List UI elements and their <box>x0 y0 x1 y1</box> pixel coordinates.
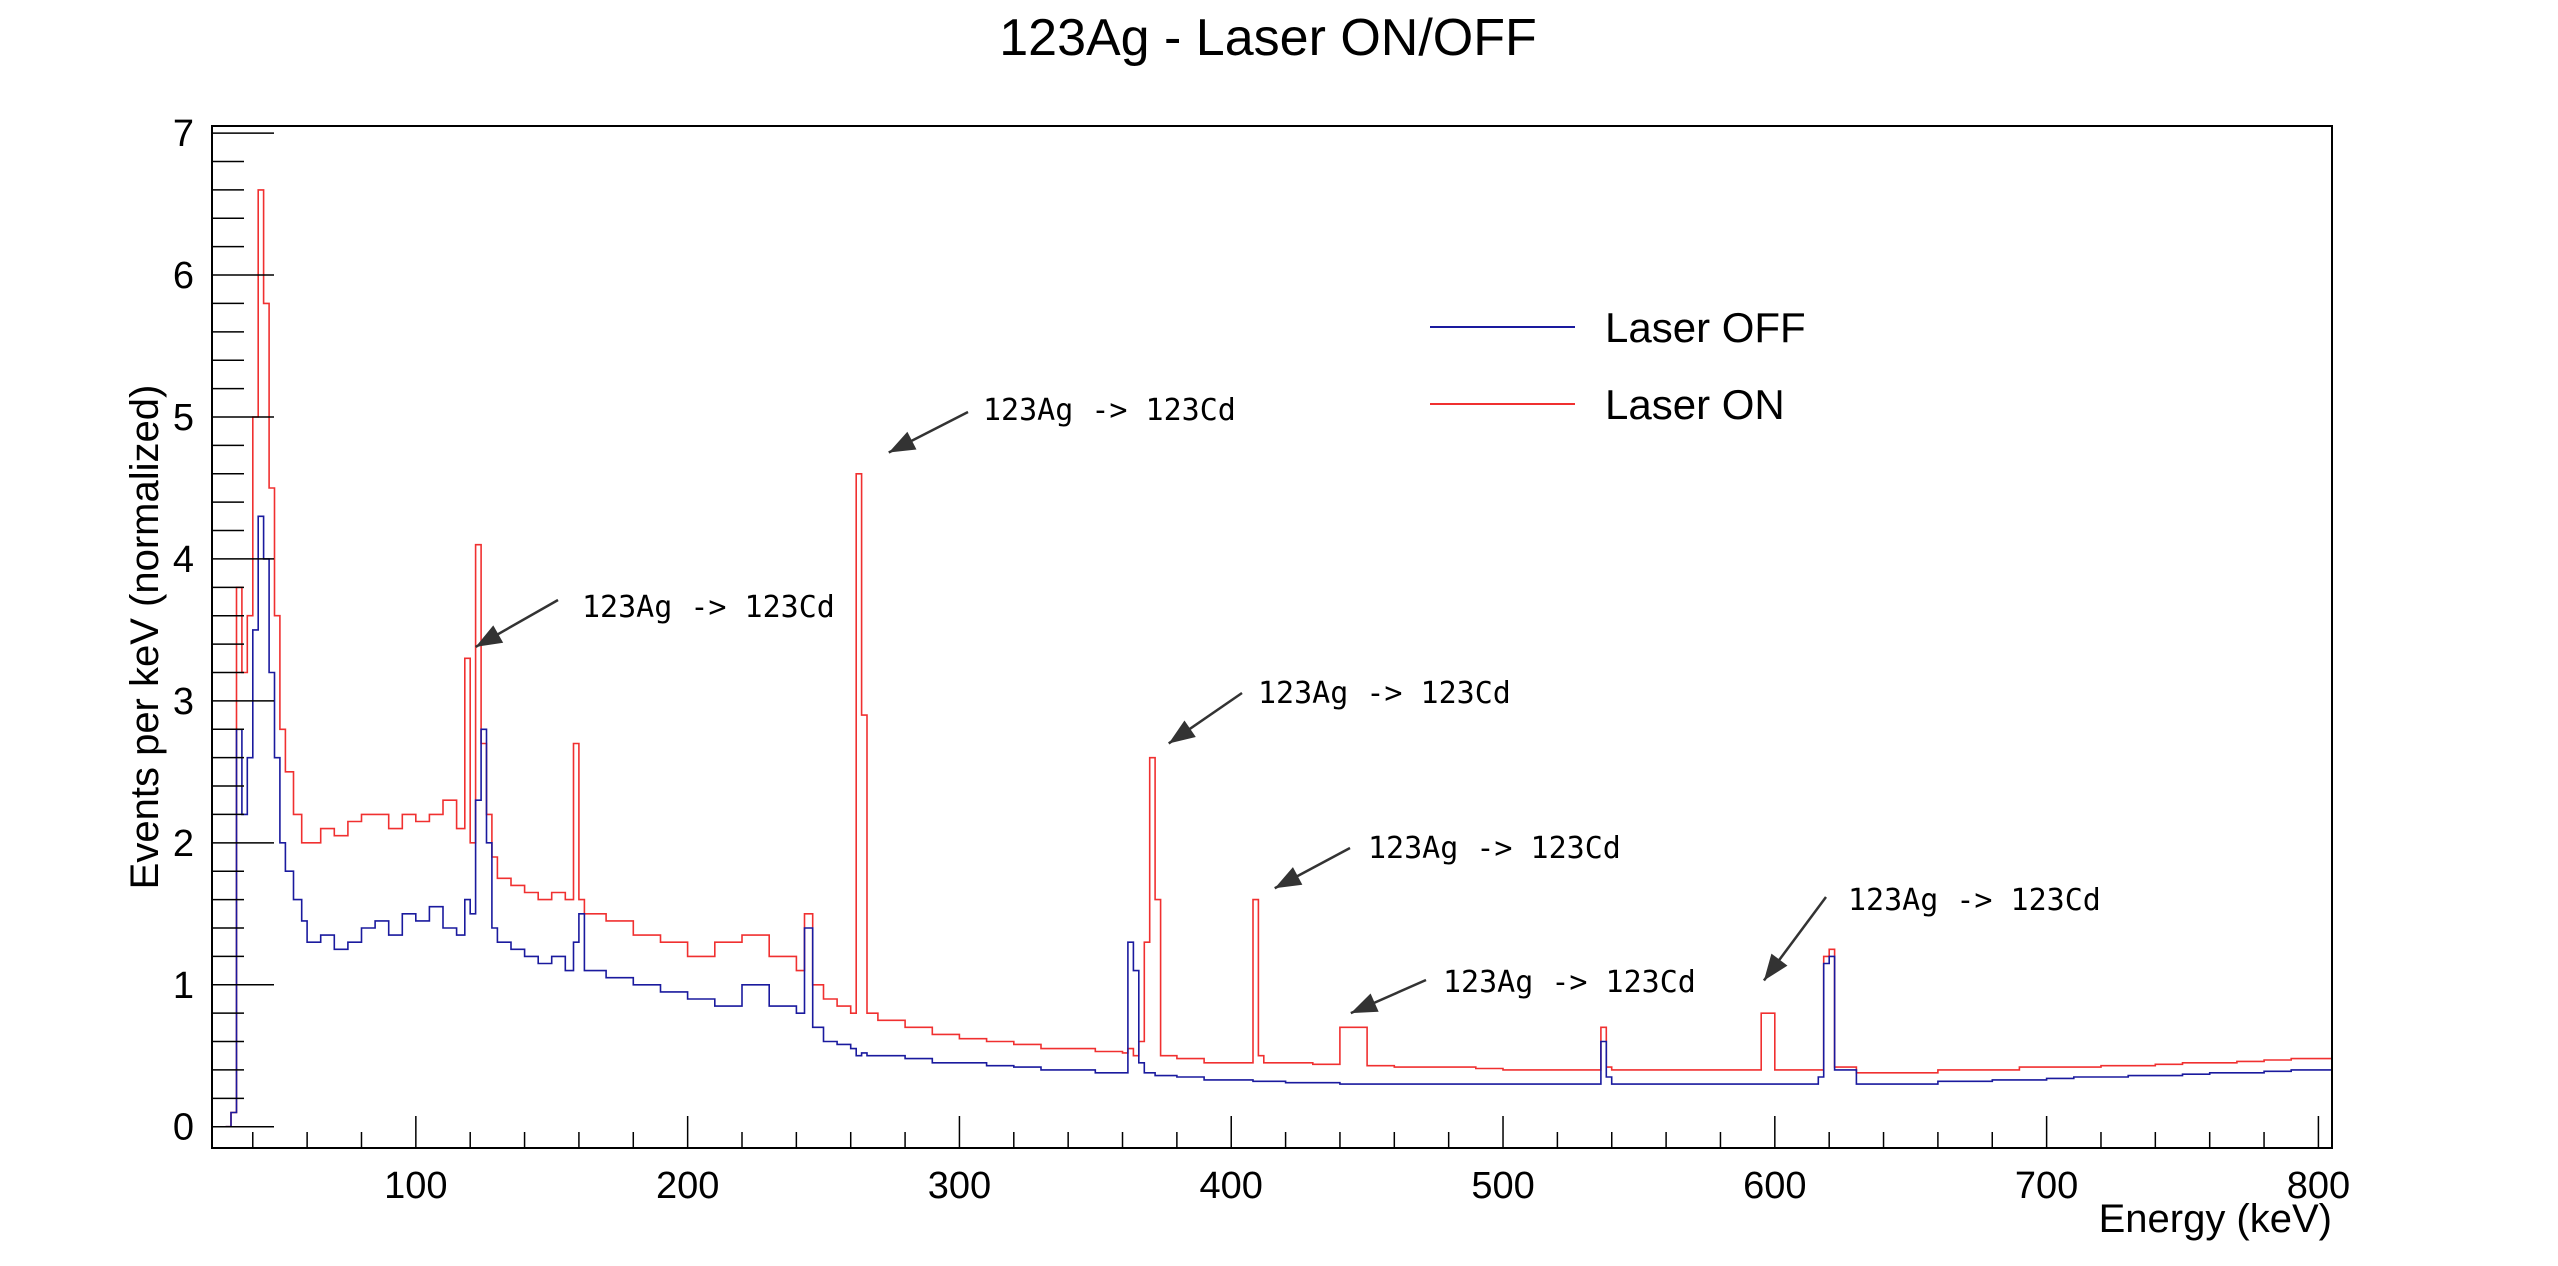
x-tick-label: 700 <box>2015 1165 2078 1207</box>
y-tick-label: 4 <box>173 539 194 581</box>
annotation-label: 123Ag -> 123Cd <box>582 590 835 625</box>
legend: Laser OFF Laser ON <box>1430 304 1806 428</box>
legend-label-laser-off: Laser OFF <box>1605 304 1806 351</box>
x-tick-label: 400 <box>1200 1165 1263 1207</box>
chart-title: 123Ag - Laser ON/OFF <box>999 9 1537 67</box>
series-laser-off-line <box>225 515 2332 1128</box>
ticks-layer <box>212 132 2320 1148</box>
y-tick-label: 5 <box>173 397 194 439</box>
x-tick-label: 300 <box>928 1165 991 1207</box>
annotation-label: 123Ag -> 123Cd <box>1258 676 1511 711</box>
annotation-arrow-head <box>475 625 504 647</box>
x-tick-labels: 100 200 300 400 500 600 700 800 <box>384 1165 2350 1207</box>
x-tick-label: 100 <box>384 1165 447 1207</box>
y-tick-label: 3 <box>173 681 194 723</box>
y-axis-label: Events per keV (normalized) <box>123 385 167 890</box>
legend-label-laser-on: Laser ON <box>1605 381 1785 428</box>
series-layer <box>225 189 2332 1128</box>
y-tick-label: 7 <box>173 113 194 155</box>
annotation-label: 123Ag -> 123Cd <box>1368 831 1621 866</box>
annotation-arrow-head <box>1168 720 1196 744</box>
x-axis-label: Energy (keV) <box>2099 1197 2332 1241</box>
series-laser-on-line <box>225 189 2332 1128</box>
annotation-label: 123Ag -> 123Cd <box>1443 965 1696 1000</box>
annotation-label: 123Ag -> 123Cd <box>1848 883 2101 918</box>
y-tick-labels: 0 1 2 3 4 5 6 7 <box>173 113 194 1149</box>
plot-frame <box>211 125 2333 1149</box>
arrows-layer <box>475 410 1828 1015</box>
annotations-layer: 123Ag -> 123Cd 123Ag -> 123Cd 123Ag -> 1… <box>582 393 2101 1000</box>
annotation-arrow-head <box>888 431 917 453</box>
x-tick-label: 200 <box>656 1165 719 1207</box>
annotation-arrow-head <box>1350 993 1379 1014</box>
y-tick-label: 6 <box>173 255 194 297</box>
y-tick-label: 2 <box>173 823 194 865</box>
annotation-arrow-head <box>1763 953 1788 981</box>
annotation-arrow-head <box>1274 867 1303 889</box>
x-tick-label: 600 <box>1743 1165 1806 1207</box>
annotation-label: 123Ag -> 123Cd <box>983 393 1236 428</box>
x-tick-label: 800 <box>2287 1165 2350 1207</box>
x-tick-label: 500 <box>1471 1165 1534 1207</box>
y-tick-label: 0 <box>173 1107 194 1149</box>
y-tick-label: 1 <box>173 965 194 1007</box>
